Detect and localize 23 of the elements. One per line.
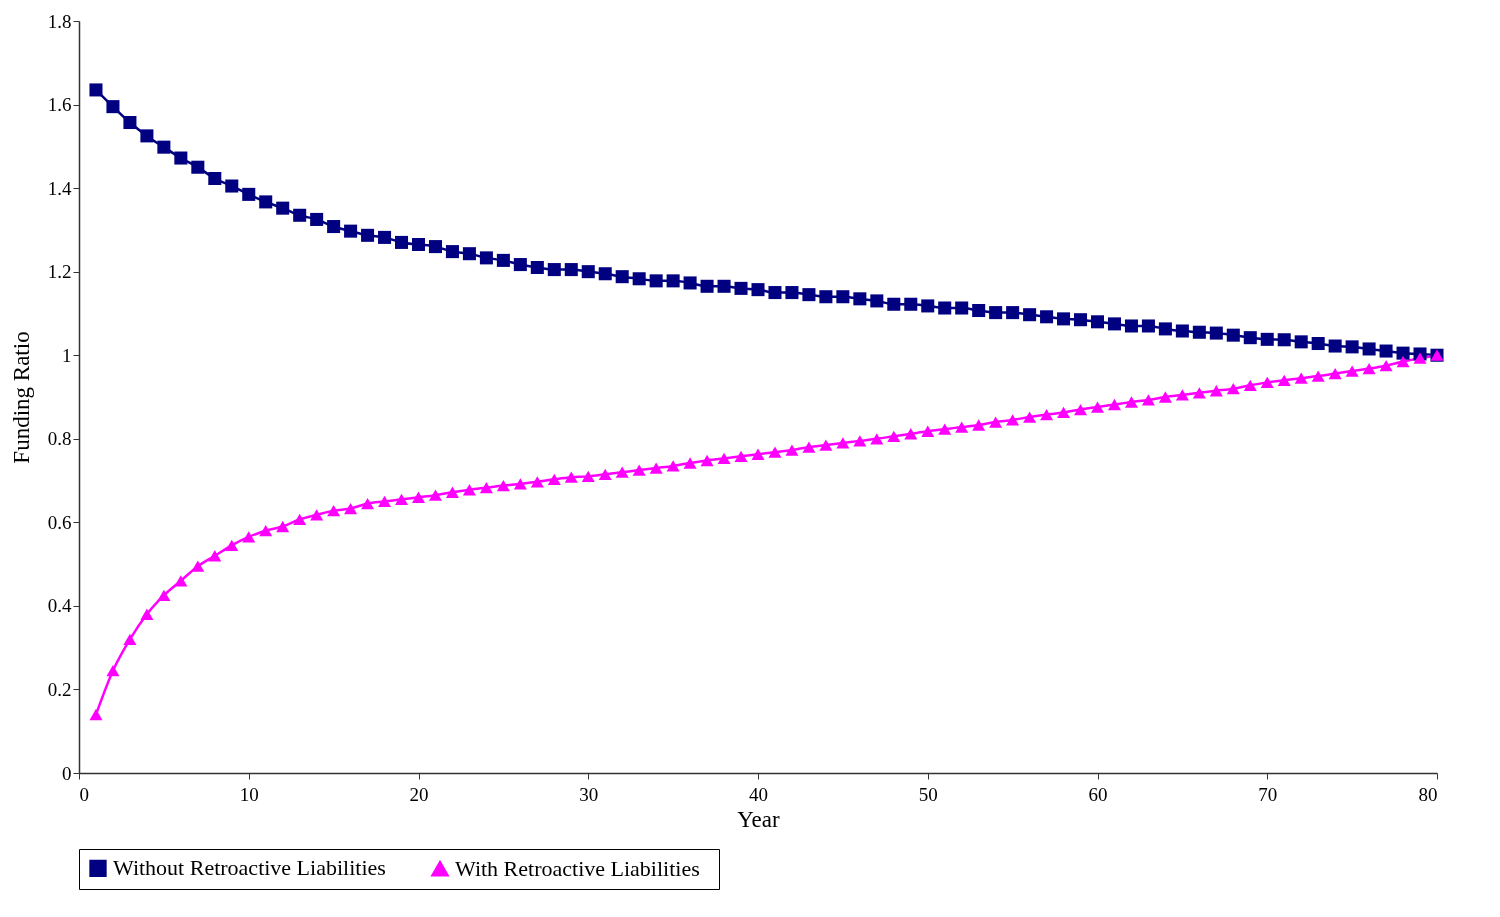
x-tick-label: 40 [749, 783, 768, 805]
y-tick-label: 1.6 [47, 94, 72, 116]
y-tick-label: 0.8 [47, 428, 72, 450]
x-tick-label: 10 [239, 783, 259, 805]
y-tick-label: 0.4 [47, 595, 72, 617]
x-tick-label: 30 [579, 783, 599, 805]
y-tick-label: 0.2 [47, 678, 72, 700]
y-tick-label: 1.8 [47, 10, 72, 32]
y-tick-label: 1 [62, 344, 72, 366]
x-tick-label: 50 [918, 783, 938, 805]
y-axis-title: Funding Ratio [8, 331, 34, 464]
x-tick-label: 70 [1258, 783, 1278, 805]
x-tick-label: 60 [1088, 783, 1108, 805]
legend-label: Without Retroactive Liabilities [113, 855, 386, 881]
legend-label: With Retroactive Liabilities [455, 855, 700, 881]
y-tick-label: 1.4 [47, 177, 72, 199]
y-tick-label: 0.6 [47, 511, 72, 533]
x-tick-label: 20 [409, 783, 429, 805]
x-tick-label: 80 [1418, 783, 1438, 805]
y-tick-label: 0 [62, 762, 72, 784]
x-axis-title: Year [737, 806, 781, 832]
x-tick-label: 0 [79, 783, 89, 805]
y-tick-label: 1.2 [47, 261, 72, 283]
